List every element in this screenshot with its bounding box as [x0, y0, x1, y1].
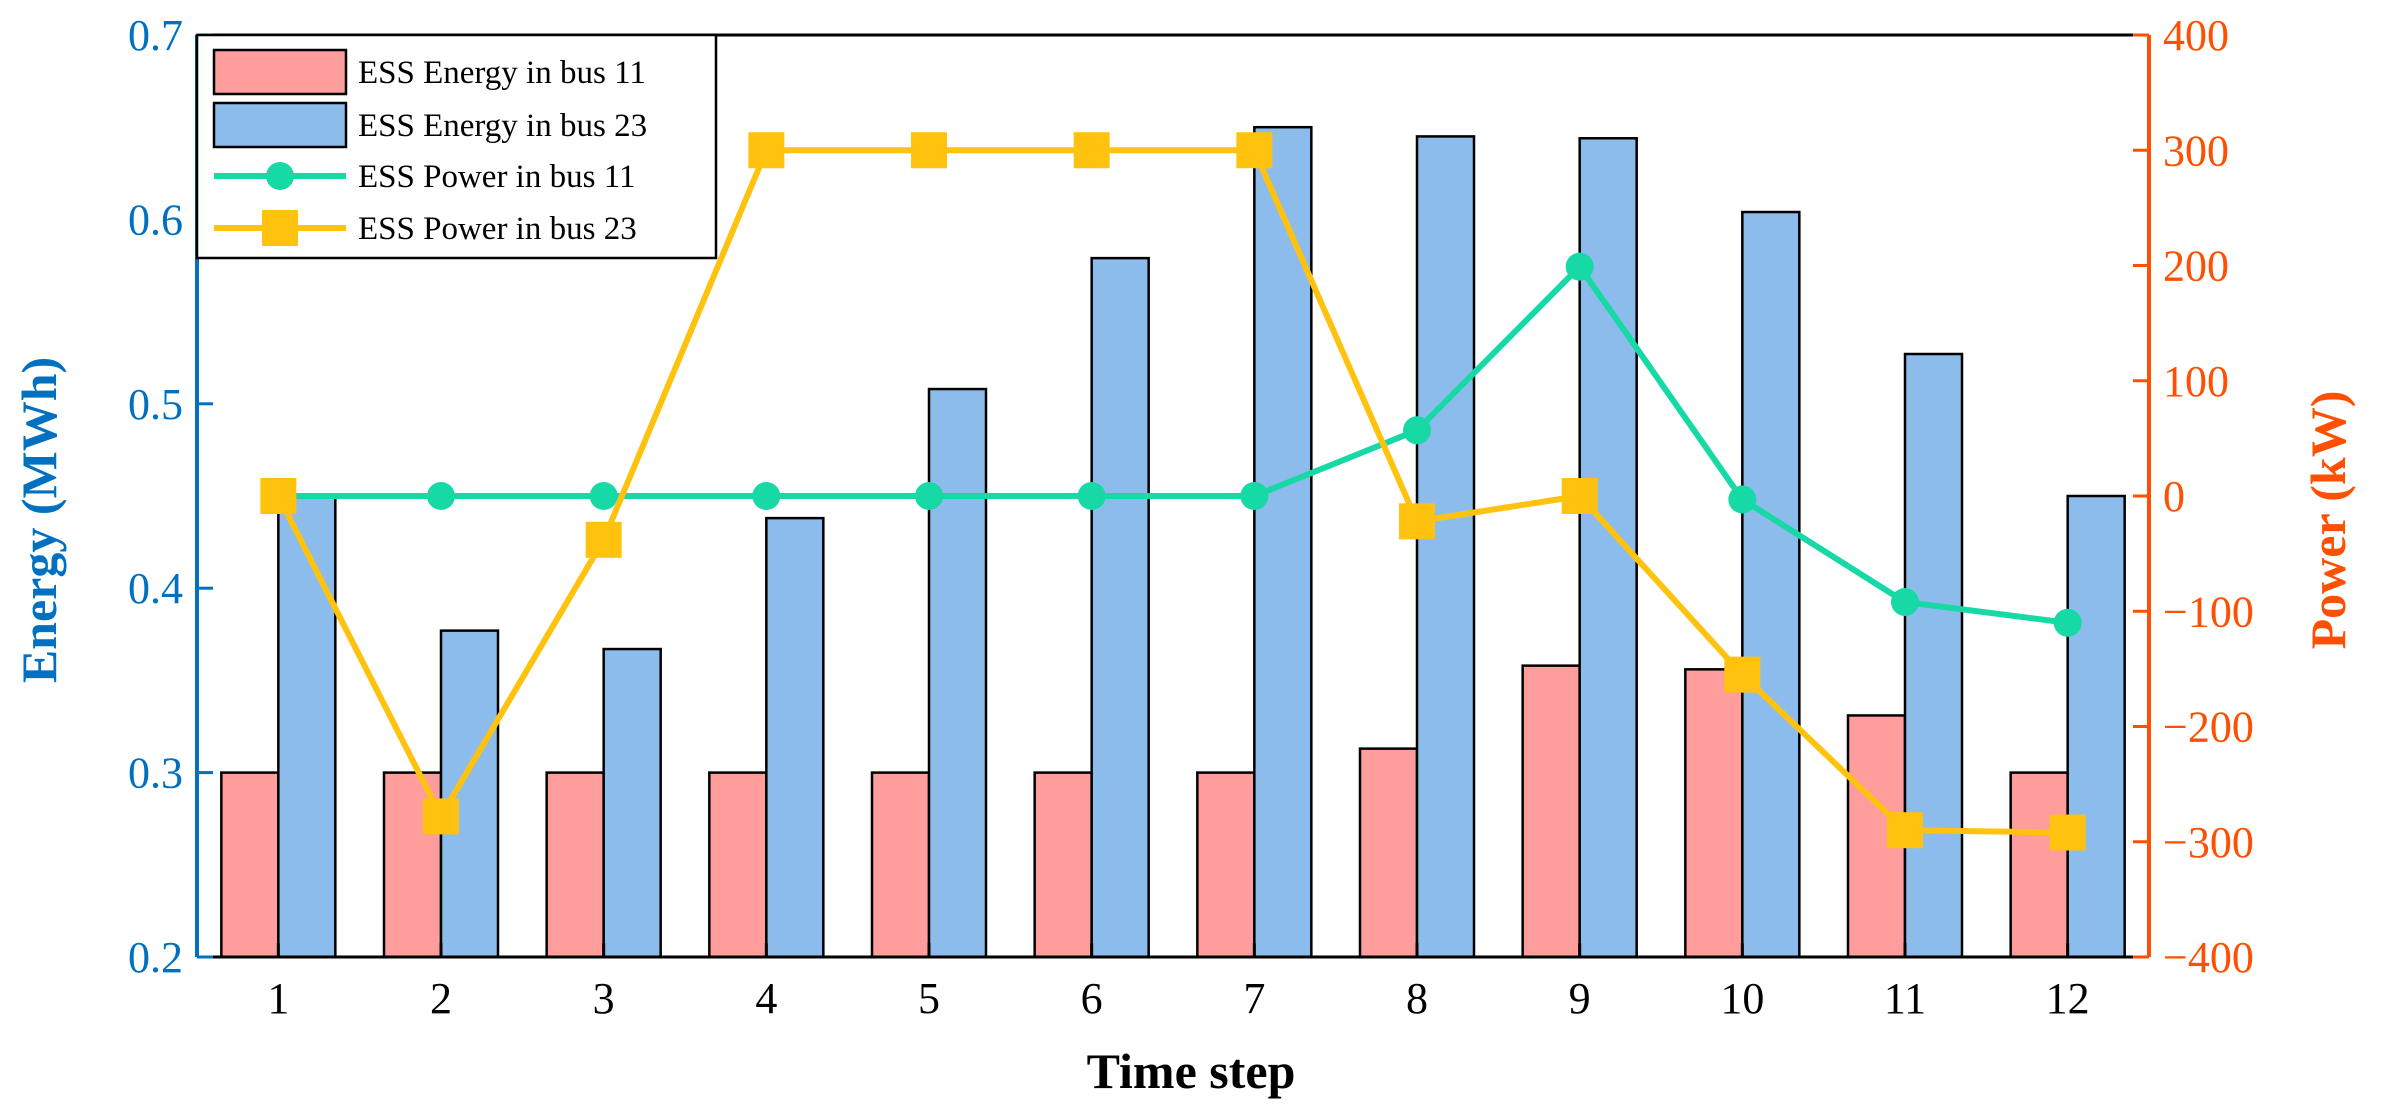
bar-bus11-step-9 [1521, 664, 1581, 959]
marker-power-bus11-step-2 [427, 482, 455, 510]
marker-power-bus11-step-4 [752, 482, 781, 510]
marker-power-bus11-step-8 [1403, 416, 1431, 445]
marker-power-bus11-step-3 [589, 482, 618, 510]
bar-bus11-step-5 [870, 771, 931, 959]
y-axis-title: Energy (MWh) [11, 357, 67, 683]
marker-power-bus11-step-6 [1077, 482, 1106, 510]
bar-bus11-step-4 [708, 771, 768, 959]
marker-power-bus23-step-7 [1236, 132, 1273, 169]
marker-power-bus23-step-6 [1073, 132, 1110, 169]
bar-bus23-step-3 [602, 647, 662, 959]
x-tick-label: 6 [1081, 974, 1103, 1023]
x-tick-label: 3 [593, 974, 615, 1023]
bar-bus11-step-8 [1358, 747, 1419, 959]
y2-tick-label: 0 [2163, 472, 2185, 521]
bar-bus11-step-7 [1196, 771, 1256, 959]
y2-axis-title: Power (kW) [2300, 391, 2356, 650]
x-tick-label: 10 [1720, 974, 1764, 1023]
marker-power-bus23-step-12 [2049, 814, 2086, 851]
axes-layer: 0.2 0.3 0.4 0.5 0.6 0.7 400 300 200 100 0 −100 −200 −… [128, 11, 2254, 1023]
y2-tick-label: 200 [2163, 242, 2229, 291]
y2-tick-label: −100 [2163, 587, 2254, 636]
lines-layer [260, 132, 2086, 851]
line-power-bus23 [275, 147, 2068, 836]
y2-tick-label: −300 [2163, 818, 2254, 867]
bar-bus23-step-6 [1090, 256, 1150, 959]
y2-tick-label: −400 [2163, 933, 2254, 982]
marker-power-bus23-step-2 [423, 798, 459, 835]
x-tick-label: 2 [430, 974, 452, 1023]
bar-bus11-step-10 [1684, 668, 1744, 959]
marker-power-bus23-step-9 [1561, 478, 1598, 514]
y2-tick-label: 100 [2163, 357, 2229, 406]
bar-bus23-step-10 [1741, 210, 1801, 959]
bar-bus23-step-12 [2066, 494, 2126, 959]
marker-power-bus23-step-8 [1399, 503, 1435, 540]
x-tick-label: 4 [755, 974, 777, 1023]
marker-power-bus11-step-5 [915, 482, 943, 510]
marker-power-bus11-step-9 [1565, 252, 1594, 281]
y-tick-label: 0.6 [128, 195, 183, 244]
x-tick-label: 8 [1406, 974, 1428, 1023]
y2-tick-label: −200 [2163, 703, 2254, 752]
marker-power-bus23-step-10 [1724, 656, 1761, 693]
x-tick-label: 9 [1569, 974, 1591, 1023]
y-tick-label: 0.4 [128, 564, 183, 613]
bar-bus23-step-7 [1253, 125, 1313, 959]
legend-swatch-bar [212, 101, 348, 149]
marker-power-bus23-step-3 [585, 521, 622, 558]
bars-layer [220, 125, 2126, 959]
legend-label: ESS Energy in bus 11 [358, 55, 646, 91]
line-power-bus11 [278, 263, 2069, 626]
marker-power-bus23-step-1 [260, 478, 297, 514]
marker-power-bus23-step-4 [748, 132, 785, 169]
y-tick-label: 0.5 [128, 380, 183, 429]
legend-label: ESS Power in bus 11 [358, 159, 635, 195]
legend-label: ESS Energy in bus 23 [358, 108, 647, 144]
bar-bus23-step-1 [277, 494, 337, 959]
bar-bus23-step-4 [765, 516, 825, 959]
marker-power-bus11-step-7 [1240, 482, 1269, 510]
y2-tick-label: 300 [2163, 126, 2229, 175]
x-tick-label: 11 [1884, 974, 1926, 1023]
bar-bus23-step-11 [1903, 352, 1964, 959]
x-axis-title: Time step [1087, 1043, 1296, 1099]
marker-power-bus23-step-11 [1887, 812, 1923, 849]
legend-swatch-marker [266, 162, 294, 190]
bar-bus23-step-2 [439, 629, 500, 959]
bar-bus23-step-8 [1415, 135, 1476, 959]
y2-tick-label: 400 [2163, 11, 2229, 60]
legend: ESS Energy in bus 11 ESS Energy in bus 23… [195, 33, 718, 260]
x-tick-label: 7 [1243, 974, 1265, 1023]
x-tick-label: 12 [2046, 974, 2090, 1023]
y-tick-label: 0.3 [128, 749, 183, 798]
bar-bus23-step-5 [927, 387, 988, 959]
legend-swatch-bar [212, 48, 348, 96]
marker-power-bus11-step-11 [1891, 588, 1919, 617]
y-tick-label: 0.2 [128, 933, 183, 982]
marker-power-bus11-step-10 [1728, 485, 1757, 514]
marker-power-bus11-step-12 [2053, 608, 2082, 637]
bar-bus11-step-3 [545, 771, 605, 959]
legend-swatch-marker [262, 210, 298, 246]
x-tick-label: 1 [267, 974, 289, 1023]
bar-bus11-step-1 [220, 771, 280, 959]
bar-bus11-step-12 [2009, 771, 2069, 959]
y-tick-label: 0.7 [128, 11, 183, 60]
x-tick-label: 5 [918, 974, 940, 1023]
legend-label: ESS Power in bus 23 [358, 211, 637, 247]
marker-power-bus23-step-5 [911, 132, 947, 169]
bar-bus11-step-6 [1033, 771, 1093, 959]
